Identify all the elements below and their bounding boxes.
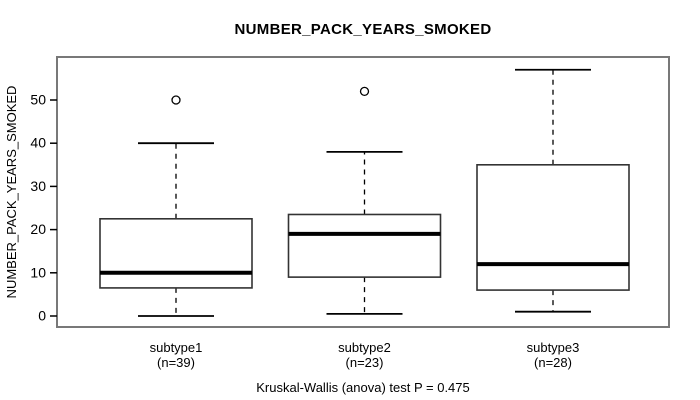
plot-area: 01020304050subtype1(n=39)subtype2(n=23)s… <box>30 56 670 370</box>
iqr-box <box>476 164 630 291</box>
x-group-label: subtype3 <box>527 340 580 355</box>
y-axis-label: NUMBER_PACK_YEARS_SMOKED <box>4 86 19 299</box>
x-group-sublabel: (n=23) <box>346 355 384 370</box>
y-tick-label: 40 <box>30 135 46 151</box>
y-tick-label: 10 <box>30 264 46 280</box>
box-group-subtype3: subtype3(n=28) <box>476 68 630 370</box>
y-tick-label: 20 <box>30 221 46 237</box>
iqr-box <box>287 213 442 278</box>
outlier-point <box>359 86 370 97</box>
y-tick-label: 50 <box>30 92 46 108</box>
x-group-label: subtype1 <box>150 340 203 355</box>
y-tick-label: 0 <box>38 308 46 324</box>
chart-title: NUMBER_PACK_YEARS_SMOKED <box>235 21 492 38</box>
box-group-subtype2: subtype2(n=23) <box>287 86 442 370</box>
iqr-box <box>99 218 253 289</box>
outlier-point <box>171 95 181 105</box>
stats-caption: Kruskal-Wallis (anova) test P = 0.475 <box>256 380 470 395</box>
plot-frame <box>56 56 670 328</box>
x-group-label: subtype2 <box>338 340 391 355</box>
x-group-sublabel: (n=28) <box>534 355 572 370</box>
box-group-subtype1: subtype1(n=39) <box>99 95 253 370</box>
x-group-sublabel: (n=39) <box>157 355 195 370</box>
y-tick-label: 30 <box>30 178 46 194</box>
